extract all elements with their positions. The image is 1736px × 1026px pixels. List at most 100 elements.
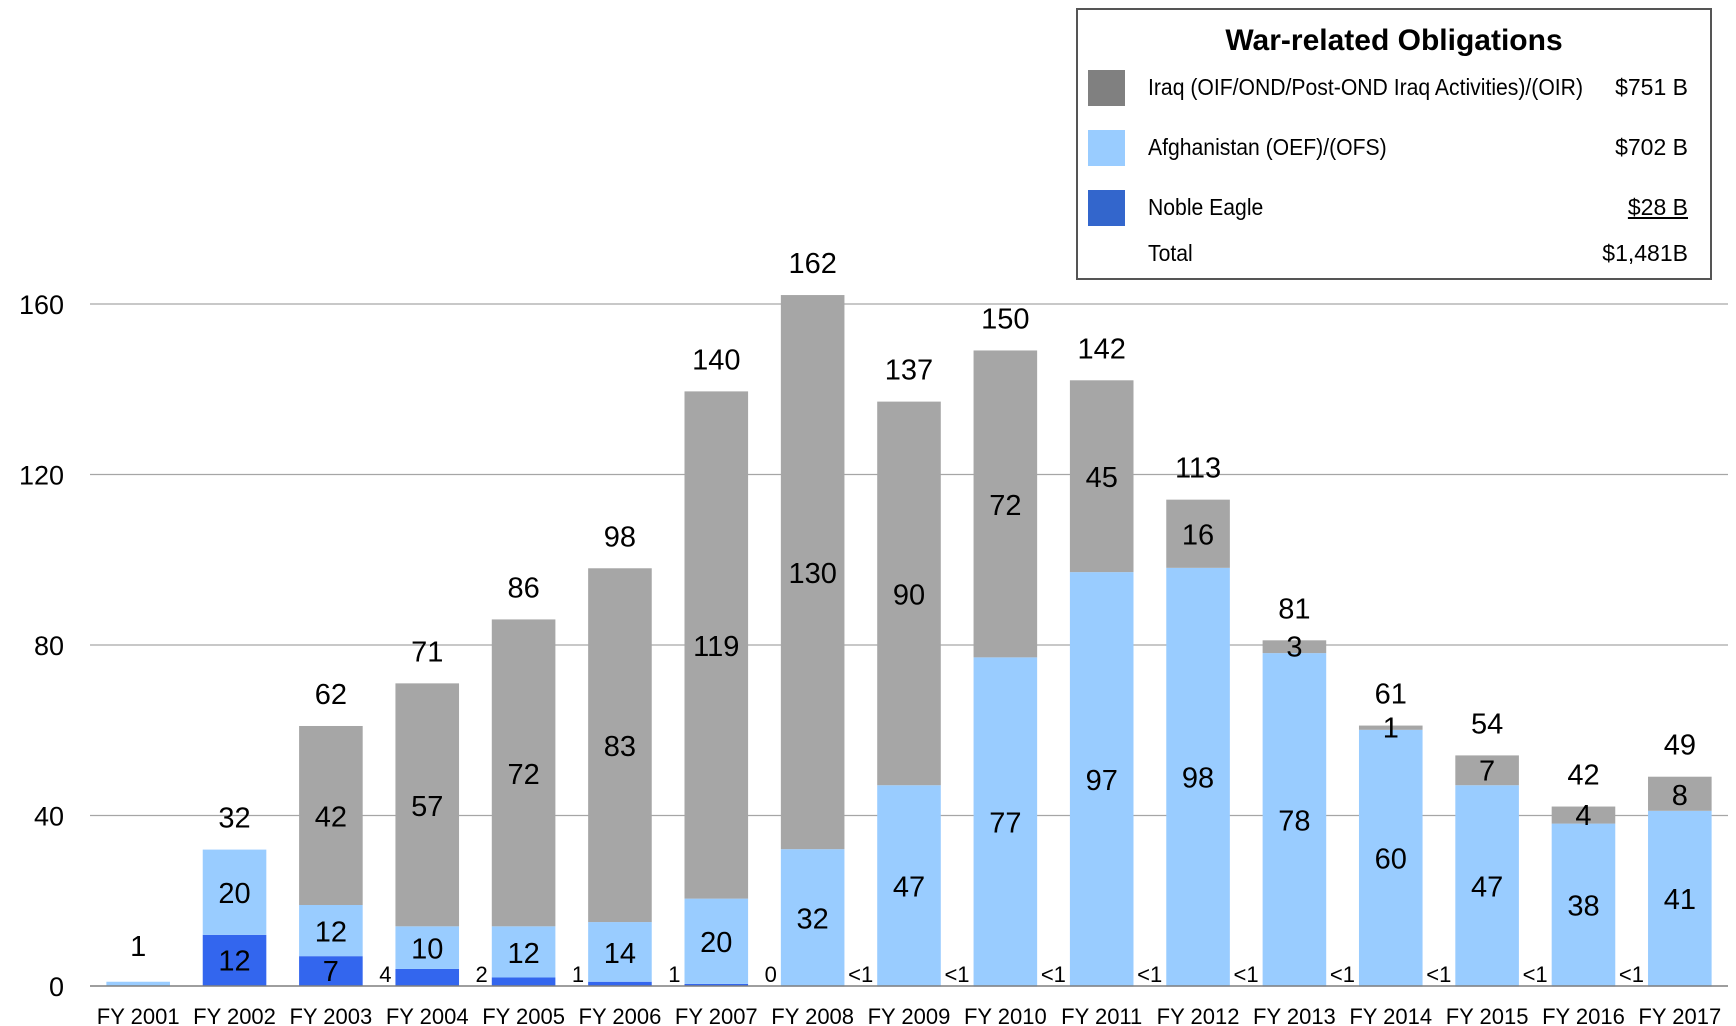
label-iraq-14: 1 xyxy=(1383,713,1399,745)
label-noble-eagle-6: 1 xyxy=(572,962,584,987)
x-tick-label-2: FY 2002 xyxy=(193,1004,276,1026)
label-noble-eagle-15: <1 xyxy=(1426,962,1451,987)
bar-afghanistan-7 xyxy=(684,898,749,984)
label-iraq-11: 45 xyxy=(1086,462,1118,494)
legend-swatch-iraq xyxy=(1088,70,1125,106)
label-noble-eagle-10: <1 xyxy=(944,962,969,987)
label-noble-eagle-17: <1 xyxy=(1619,962,1644,987)
bar-iraq-8 xyxy=(780,295,845,850)
legend-title: War-related Obligations xyxy=(1225,24,1563,57)
bar-noble-eagle-7 xyxy=(684,983,749,986)
label-iraq-12: 16 xyxy=(1182,520,1214,552)
x-tick-label-17: FY 2017 xyxy=(1638,1004,1721,1026)
y-tick-label-160: 160 xyxy=(19,290,64,320)
y-tick-label-0: 0 xyxy=(49,972,64,1002)
label-iraq-7: 119 xyxy=(693,631,739,663)
total-label-7: 140 xyxy=(692,344,740,376)
label-noble-eagle-9: <1 xyxy=(848,962,873,987)
y-tick-label-40: 40 xyxy=(34,802,64,832)
label-iraq-17: 8 xyxy=(1672,780,1688,812)
label-afghanistan-11: 97 xyxy=(1086,765,1118,797)
legend: War-related Obligations Iraq (OIF/OND/Po… xyxy=(1076,8,1712,280)
x-tick-label-12: FY 2012 xyxy=(1157,1004,1240,1026)
label-noble-eagle-8: 0 xyxy=(765,962,777,987)
legend-label-iraq: Iraq (OIF/OND/Post-OND Iraq Activities)/… xyxy=(1148,74,1584,100)
bar-afghanistan-6 xyxy=(588,922,652,982)
x-tick-label-10: FY 2010 xyxy=(964,1004,1047,1026)
x-tick-label-9: FY 2009 xyxy=(868,1004,951,1026)
bar-iraq-15 xyxy=(1455,755,1519,786)
bar-iraq-13 xyxy=(1262,640,1327,654)
bar-labels: 1201232124276210574711272286148319820119… xyxy=(130,248,1696,988)
x-tick-label-1: FY 2001 xyxy=(97,1004,180,1026)
bar-iraq-6 xyxy=(588,568,652,923)
label-iraq-16: 4 xyxy=(1575,800,1591,832)
bar-afghanistan-11 xyxy=(1069,572,1134,986)
x-tick-label-3: FY 2003 xyxy=(289,1004,372,1026)
bar-afghanistan-14 xyxy=(1358,729,1423,986)
y-axis: 0 40 80 120 160 xyxy=(19,290,64,1002)
bar-noble-eagle-2 xyxy=(202,934,267,986)
label-afghanistan-9: 47 xyxy=(893,871,925,903)
total-label-1: 1 xyxy=(130,931,146,963)
label-iraq-9: 90 xyxy=(893,579,925,611)
legend-value-iraq: $751 B xyxy=(1615,74,1688,100)
legend-row-noble-eagle: Noble Eagle $28 B xyxy=(1088,188,1688,228)
x-tick-label-11: FY 2011 xyxy=(1061,1004,1142,1026)
bar-noble-eagle-4 xyxy=(395,968,460,986)
x-tick-label-7: FY 2007 xyxy=(675,1004,758,1026)
label-noble-eagle-7: 1 xyxy=(668,962,680,987)
label-afghanistan-14: 60 xyxy=(1375,844,1407,876)
y-tick-label-120: 120 xyxy=(19,461,64,491)
bar-iraq-5 xyxy=(491,619,556,927)
legend-value-total: $1,481B xyxy=(1602,240,1688,266)
bar-iraq-9 xyxy=(877,401,941,786)
label-afghanistan-13: 78 xyxy=(1278,805,1310,837)
total-label-14: 61 xyxy=(1375,679,1407,711)
bar-afghanistan-12 xyxy=(1166,567,1230,986)
label-afghanistan-6: 14 xyxy=(604,938,636,970)
label-afghanistan-15: 47 xyxy=(1471,871,1503,903)
legend-row-iraq: Iraq (OIF/OND/Post-OND Iraq Activities)/… xyxy=(1088,68,1688,108)
bar-afghanistan-17 xyxy=(1648,810,1712,986)
bar-afghanistan-2 xyxy=(202,849,267,935)
bar-afghanistan-13 xyxy=(1262,653,1327,986)
label-noble-eagle-14: <1 xyxy=(1330,962,1355,987)
legend-swatch-afghanistan xyxy=(1088,130,1125,166)
legend-label-noble-eagle: Noble Eagle xyxy=(1148,194,1264,220)
label-afghanistan-3: 12 xyxy=(315,917,347,949)
total-label-16: 42 xyxy=(1567,760,1599,792)
legend-swatch-noble-eagle xyxy=(1088,190,1125,226)
bar-iraq-7 xyxy=(684,391,749,899)
label-afghanistan-8: 32 xyxy=(797,903,829,935)
bar-afghanistan-1 xyxy=(106,981,170,986)
bar-afghanistan-10 xyxy=(973,657,1038,986)
total-label-13: 81 xyxy=(1278,593,1310,625)
bar-iraq-14 xyxy=(1358,725,1423,730)
label-noble-eagle-12: <1 xyxy=(1137,962,1162,987)
x-tick-label-6: FY 2006 xyxy=(579,1004,662,1026)
bar-afghanistan-15 xyxy=(1455,785,1519,986)
legend-value-noble-eagle: $28 B xyxy=(1627,194,1688,220)
x-axis: FY 2001 FY 2002 FY 2003 FY 2004 FY 2005 FY 20… xyxy=(90,985,1728,1026)
label-noble-eagle-5: 2 xyxy=(476,962,488,987)
legend-value-afghanistan: $702 B xyxy=(1615,134,1688,160)
x-tick-label-15: FY 2015 xyxy=(1446,1004,1529,1026)
label-noble-eagle-3: 7 xyxy=(323,956,339,988)
bar-noble-eagle-3 xyxy=(299,956,363,986)
label-iraq-6: 83 xyxy=(604,731,636,763)
total-label-15: 54 xyxy=(1471,708,1503,740)
total-label-5: 86 xyxy=(507,572,539,604)
label-noble-eagle-11: <1 xyxy=(1041,962,1066,987)
bar-iraq-4 xyxy=(395,683,460,927)
legend-row-afghanistan: Afghanistan (OEF)/(OFS) $702 B xyxy=(1088,128,1688,168)
x-tick-label-8: FY 2008 xyxy=(771,1004,854,1026)
legend-label-total: Total xyxy=(1148,240,1193,266)
bar-iraq-12 xyxy=(1166,499,1230,568)
label-iraq-3: 42 xyxy=(315,802,347,834)
label-noble-eagle-16: <1 xyxy=(1523,962,1548,987)
bar-afghanistan-4 xyxy=(395,926,460,969)
bar-afghanistan-9 xyxy=(877,785,941,986)
label-afghanistan-7: 20 xyxy=(700,927,732,959)
total-label-10: 150 xyxy=(981,303,1029,335)
